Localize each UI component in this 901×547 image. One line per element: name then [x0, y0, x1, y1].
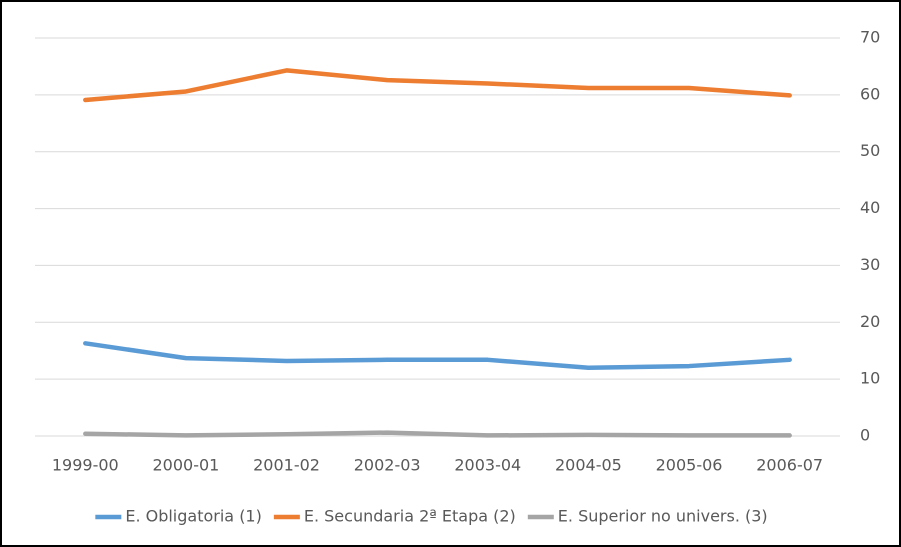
- y-tick-label: 60: [860, 84, 880, 103]
- x-tick-label: 2003-04: [454, 456, 521, 475]
- x-tick-label: 2001-02: [253, 456, 320, 475]
- x-tick-label: 2004-05: [555, 456, 622, 475]
- y-tick-label: 30: [860, 255, 880, 274]
- series-line: [83, 68, 792, 103]
- legend-label: E. Obligatoria (1): [125, 507, 262, 526]
- x-tick-label: 2006-07: [756, 456, 823, 475]
- legend-label: E. Secundaria 2ª Etapa (2): [304, 507, 516, 526]
- series-line: [83, 430, 792, 438]
- y-tick-label: 50: [860, 141, 880, 160]
- x-tick-label: 2002-03: [354, 456, 421, 475]
- x-tick-label: 2005-06: [656, 456, 723, 475]
- y-tick-label: 10: [860, 369, 880, 388]
- series-line: [83, 341, 792, 371]
- legend-label: E. Superior no univers. (3): [558, 507, 768, 526]
- x-tick-label: 1999-00: [52, 456, 119, 475]
- y-tick-label: 20: [860, 312, 880, 331]
- y-tick-label: 0: [860, 426, 870, 445]
- x-tick-label: 2000-01: [153, 456, 220, 475]
- y-tick-label: 70: [860, 28, 880, 47]
- y-tick-label: 40: [860, 198, 880, 217]
